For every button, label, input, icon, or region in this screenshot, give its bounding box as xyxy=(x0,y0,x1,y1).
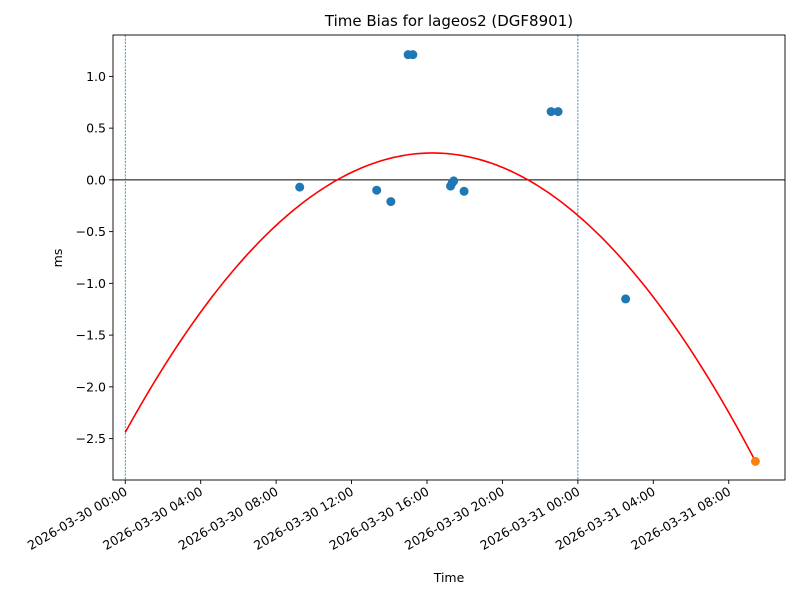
y-tick-label: −1.0 xyxy=(76,276,106,291)
axes-frame xyxy=(112,34,786,481)
y-axis-label: ms xyxy=(50,249,65,268)
data-point xyxy=(459,186,469,196)
y-tick-label: 0.0 xyxy=(86,172,106,187)
data-point xyxy=(372,185,382,195)
fit-curve-line xyxy=(124,152,757,462)
data-point xyxy=(621,294,631,304)
y-tick-label: −0.5 xyxy=(76,224,106,239)
data-point xyxy=(546,107,556,117)
y-tick-label: 0.5 xyxy=(86,121,106,136)
highlight-data-point xyxy=(750,456,760,466)
data-point xyxy=(553,107,563,117)
y-tick-label: −2.5 xyxy=(76,431,106,446)
data-point xyxy=(295,182,305,192)
x-axis-label: Time xyxy=(433,570,465,585)
y-tick-label: 1.0 xyxy=(86,69,106,84)
data-point xyxy=(449,176,459,186)
chart-title: Time Bias for lageos2 (DGF8901) xyxy=(324,12,573,30)
y-tick-label: −2.0 xyxy=(76,379,106,394)
data-point xyxy=(408,50,418,60)
y-tick-label: −1.5 xyxy=(76,328,106,343)
data-point xyxy=(386,197,396,207)
plot-area: −2.5−2.0−1.5−1.0−0.50.00.51.02026-03-30 … xyxy=(25,34,786,553)
